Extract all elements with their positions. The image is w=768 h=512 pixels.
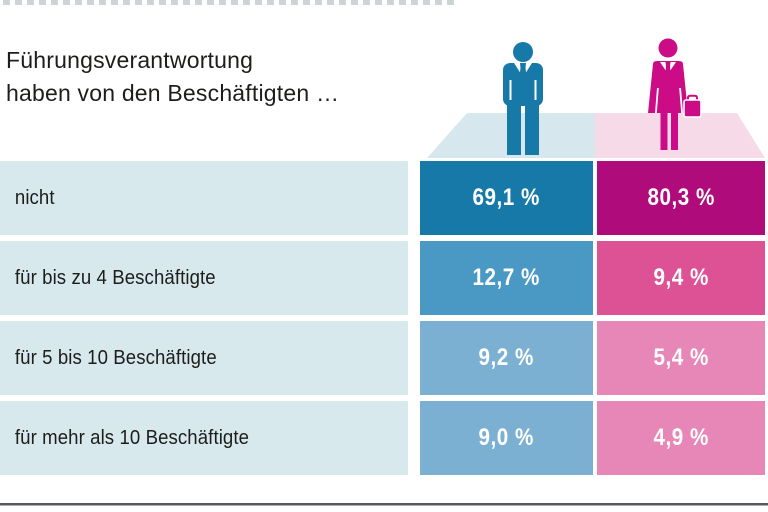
bottom-rule [0,503,768,506]
chart-heading: Führungsverantwortung haben von den Besc… [6,44,339,110]
women-value-cell: 4,9 % [597,401,765,475]
cropped-title-remnant [3,0,455,5]
men-value: 9,0 % [478,424,535,451]
women-value: 4,9 % [653,424,709,451]
women-value: 80,3 % [647,184,715,211]
table-row: für bis zu 4 Beschäftigte 12,7 % 9,4 % [0,241,768,315]
women-value-cell: 5,4 % [597,321,765,395]
row-label: für 5 bis 10 Beschäftigte [0,321,408,395]
men-value: 69,1 % [472,184,541,211]
row-label: für bis zu 4 Beschäftigte [0,241,408,315]
female-figure-icon [648,38,702,150]
male-figure-icon [503,42,543,155]
men-value: 12,7 % [472,264,541,291]
briefcase-icon [683,99,702,118]
row-label-text: nicht [14,186,55,209]
women-value-cell: 9,4 % [597,241,765,315]
row-label-text: für mehr als 10 Beschäftigte [14,426,250,449]
table-row: für 5 bis 10 Beschäftigte 9,2 % 5,4 % [0,321,768,395]
row-label: für mehr als 10 Beschäftigte [0,401,408,475]
row-label-text: für 5 bis 10 Beschäftigte [14,346,217,369]
row-label: nicht [0,161,408,235]
platform-female [595,113,765,158]
women-value-cell: 80,3 % [597,161,765,235]
heading-line-2: haben von den Beschäftigten … [6,80,340,106]
row-label-text: für bis zu 4 Beschäftigte [14,266,216,289]
men-value: 9,2 % [478,344,535,371]
men-value-cell: 12,7 % [420,241,593,315]
heading-line-1: Führungsverantwortung [6,47,254,73]
men-value-cell: 9,2 % [420,321,593,395]
table-row: nicht 69,1 % 80,3 % [0,161,768,235]
table-row: für mehr als 10 Beschäftigte 9,0 % 4,9 % [0,401,768,475]
women-value: 9,4 % [653,264,709,291]
pictogram-area [427,38,765,158]
men-value-cell: 69,1 % [420,161,593,235]
women-value: 5,4 % [653,344,709,371]
men-value-cell: 9,0 % [420,401,593,475]
